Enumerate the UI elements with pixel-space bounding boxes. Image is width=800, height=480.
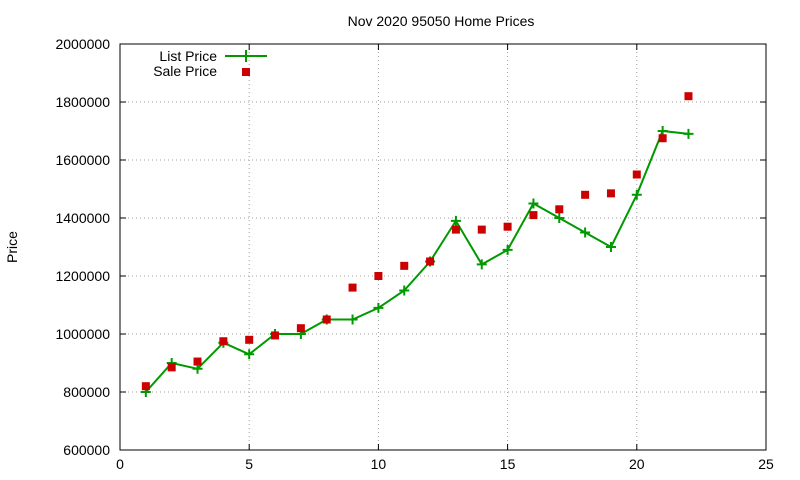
x-tick-label: 25 xyxy=(758,456,774,472)
y-tick-label: 800000 xyxy=(63,384,110,400)
y-tick-label: 1400000 xyxy=(55,210,110,226)
sale-price-point xyxy=(271,331,280,340)
legend-label-sale-price: Sale Price xyxy=(153,63,217,79)
list-price-point xyxy=(580,227,591,238)
sale-price-point xyxy=(296,324,305,333)
sale-price-point xyxy=(632,170,641,179)
sale-price-point xyxy=(529,211,538,220)
sale-price-point xyxy=(684,92,693,101)
sale-price-point xyxy=(555,205,564,214)
list-price-point xyxy=(605,242,616,252)
sale-price-point xyxy=(374,272,383,280)
plot-series xyxy=(140,92,694,397)
x-tick-label: 15 xyxy=(500,456,516,472)
legend-marker-sale-price xyxy=(242,68,250,76)
sale-price-point xyxy=(606,189,615,198)
sale-price-point xyxy=(141,382,150,391)
sale-price-point xyxy=(167,363,176,372)
sale-price-point xyxy=(348,283,357,292)
sale-price-point xyxy=(245,335,254,344)
x-tick-label: 0 xyxy=(116,456,124,472)
axis-ticks: 0 5 10 15 20 25 600000 800000 1000000 1200000 1400… xyxy=(55,36,774,472)
list-price-point xyxy=(528,198,539,209)
list-price-point xyxy=(502,244,513,255)
list-price-point xyxy=(683,128,694,139)
sale-price-point xyxy=(193,357,202,366)
list-price-point xyxy=(347,314,358,325)
sale-price-point xyxy=(322,315,331,324)
legend-marker-list-price xyxy=(240,50,252,62)
list-price-point xyxy=(631,189,642,200)
sale-price-point xyxy=(658,134,667,143)
chart-title: Nov 2020 95050 Home Prices xyxy=(348,13,535,29)
y-tick-label: 600000 xyxy=(63,442,110,458)
y-tick-label: 1800000 xyxy=(55,94,110,110)
sale-price-point xyxy=(503,222,512,231)
y-tick-label: 2000000 xyxy=(55,36,110,52)
grid-lines xyxy=(120,44,766,450)
y-tick-label: 1200000 xyxy=(55,268,110,284)
x-tick-label: 5 xyxy=(245,456,253,472)
sale-price-point xyxy=(581,190,590,199)
list-price-point xyxy=(450,215,461,226)
sale-price-point xyxy=(400,261,409,270)
list-price-point xyxy=(399,285,410,296)
sale-price-point xyxy=(451,225,460,234)
sale-price-point xyxy=(426,257,435,266)
list-price-point xyxy=(244,349,255,360)
list-price-point xyxy=(373,302,384,313)
list-price-point xyxy=(476,259,487,270)
plot-frame xyxy=(119,43,767,451)
sale-price-point xyxy=(477,225,486,234)
x-tick-label: 10 xyxy=(371,456,387,472)
list-price-point xyxy=(554,213,565,223)
y-tick-label: 1600000 xyxy=(55,152,110,168)
legend: List Price Sale Price xyxy=(153,48,267,79)
y-axis-label: Price xyxy=(4,231,20,263)
series-line-list-price xyxy=(145,129,689,393)
y-tick-label: 1000000 xyxy=(55,326,110,342)
x-tick-label: 20 xyxy=(629,456,645,472)
sale-price-point xyxy=(219,337,228,346)
legend-label-list-price: List Price xyxy=(159,48,217,64)
